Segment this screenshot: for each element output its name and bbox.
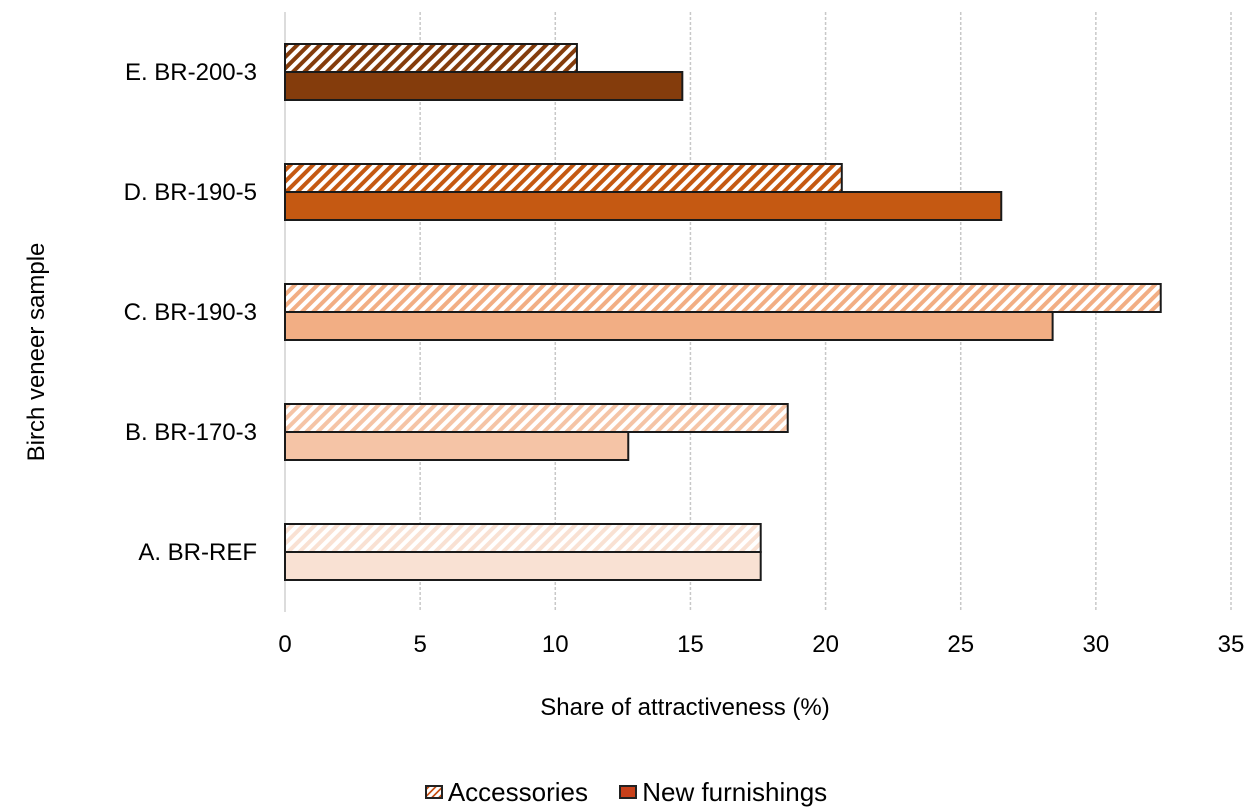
- bar-new-furnishings: [284, 431, 630, 461]
- legend-label-new-furnishings: New furnishings: [642, 776, 828, 807]
- bar-accessories: [284, 283, 1162, 313]
- x-tick-label: 30: [1083, 631, 1110, 658]
- x-tick-label: 0: [278, 631, 291, 658]
- bar-accessories: [284, 163, 843, 193]
- x-tick-label: 10: [542, 631, 569, 658]
- y-tick-label: B. BR-170-3: [125, 419, 257, 446]
- x-tick-label: 5: [413, 631, 426, 658]
- x-tick-label: 25: [947, 631, 974, 658]
- y-tick-label: A. BR-REF: [138, 539, 257, 566]
- y-axis-label: Birch veneer sample: [23, 242, 50, 462]
- legend-swatch-hatched-icon: [424, 785, 443, 799]
- y-tick-label: D. BR-190-5: [124, 179, 257, 206]
- x-axis-label: Share of attractiveness (%): [540, 694, 830, 721]
- legend-label-accessories: Accessories: [447, 776, 588, 807]
- bar-new-furnishings: [284, 191, 1003, 221]
- legend-item-new-furnishings: New furnishings: [619, 777, 827, 808]
- legend-swatch-solid-icon: [619, 785, 638, 799]
- y-tick-label: C. BR-190-3: [124, 299, 257, 326]
- x-tick-label: 20: [812, 631, 839, 658]
- bar-new-furnishings: [284, 71, 684, 101]
- bar-accessories: [284, 403, 789, 433]
- x-tick-label: 15: [677, 631, 704, 658]
- legend: Accessories New furnishings: [0, 775, 1252, 808]
- y-tick-label: E. BR-200-3: [125, 59, 257, 86]
- legend-item-accessories: Accessories: [424, 776, 588, 808]
- bar-accessories: [284, 43, 578, 73]
- bar-new-furnishings: [284, 551, 762, 581]
- bar-new-furnishings: [284, 311, 1054, 341]
- bar-accessories: [284, 523, 762, 553]
- x-tick-label: 35: [1218, 631, 1245, 658]
